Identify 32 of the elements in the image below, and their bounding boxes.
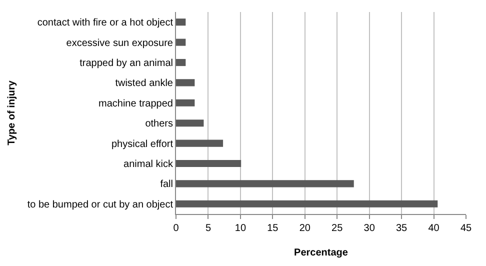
y-tick-label: animal kick (124, 159, 174, 170)
y-tick-label: contact with fire or a hot object (37, 18, 174, 29)
y-tick-label: twisted ankle (115, 78, 174, 90)
x-tick-label: 15 (267, 223, 279, 234)
y-tick-label: physical effort (111, 138, 174, 150)
x-axis-title: Percentage (294, 248, 348, 258)
y-tick-label: fall (160, 179, 173, 190)
y-tick-label: others (145, 118, 173, 130)
x-tick-label: 25 (332, 223, 344, 234)
y-tick-label: excessive sun exposure (66, 38, 174, 49)
bar (176, 38, 186, 46)
bar (176, 99, 195, 106)
x-tick-label: 30 (364, 223, 376, 234)
y-tick-label: to be bumped or cut by an object (27, 199, 174, 210)
x-tick-label: 35 (396, 223, 408, 234)
bar (176, 140, 224, 147)
bar (176, 79, 195, 86)
y-tick-label: machine trapped (98, 98, 173, 110)
bar (176, 200, 438, 208)
bar (176, 58, 186, 66)
x-tick-label: 20 (299, 223, 311, 234)
x-tick-label: 5 (205, 223, 212, 234)
bar (176, 120, 204, 127)
y-axis-title: Type of injury (6, 80, 18, 146)
x-tick-label: 0 (173, 223, 180, 234)
x-tick-label: 40 (428, 223, 440, 234)
bar (176, 180, 354, 188)
x-tick-label: 10 (234, 223, 246, 234)
bar (176, 18, 186, 26)
bar (176, 160, 242, 168)
x-tick-label: 45 (460, 223, 472, 234)
y-tick-label: trapped by an animal (80, 58, 173, 69)
